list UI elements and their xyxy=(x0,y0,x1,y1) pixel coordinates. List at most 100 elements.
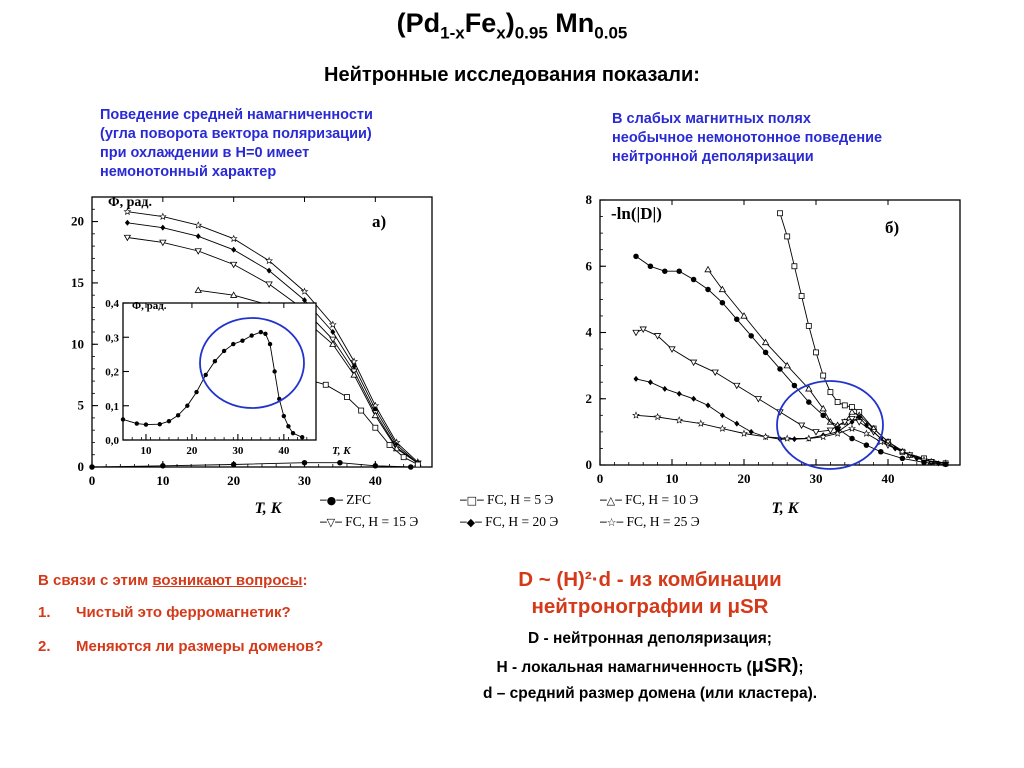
data-point xyxy=(806,399,812,405)
data-point xyxy=(281,413,287,419)
data-point xyxy=(862,429,871,437)
data-point xyxy=(833,429,842,437)
data-point xyxy=(705,402,711,409)
formula-line: D ~ (H)²·d - из комбинации xyxy=(518,568,782,591)
y-tick-label: 0,4 xyxy=(105,298,119,310)
data-point xyxy=(668,346,676,353)
data-point xyxy=(229,291,238,298)
data-point xyxy=(633,375,639,382)
data-point xyxy=(123,207,132,216)
inset-x-axis-label: T, K xyxy=(332,445,351,457)
y-tick-label: 5 xyxy=(78,398,85,413)
x-tick-label: 40 xyxy=(882,471,895,486)
note-left-line: немонотонный характер xyxy=(100,164,277,180)
data-point xyxy=(855,419,863,426)
data-point xyxy=(258,329,264,335)
data-point xyxy=(849,435,855,442)
data-point xyxy=(300,287,309,295)
series-star xyxy=(632,411,950,467)
x-tick-label: 10 xyxy=(140,445,152,457)
note-left: Поведение средней намагниченности (угла … xyxy=(100,106,440,182)
data-point xyxy=(653,333,662,340)
data-point xyxy=(734,420,740,427)
note-left-line: при охлаждении в H=0 имеет xyxy=(100,145,310,161)
panel-label: а) xyxy=(372,212,386,231)
data-point xyxy=(791,436,797,443)
data-point xyxy=(733,382,741,390)
y-tick-label: 8 xyxy=(586,192,593,207)
y-tick-label: 0,0 xyxy=(105,435,119,447)
data-point xyxy=(203,372,208,378)
triangle-up-marker-icon: ─△─ xyxy=(600,494,622,507)
data-point xyxy=(372,424,379,431)
data-point xyxy=(212,359,218,364)
data-point xyxy=(662,385,668,392)
data-point xyxy=(718,285,727,293)
data-point xyxy=(647,263,654,269)
data-point xyxy=(89,464,95,470)
data-point xyxy=(350,357,358,365)
data-point xyxy=(160,224,166,231)
chart-a: 0 10 20 30 40 0 5 10 15 20 Φ, рад. а) T, K 10 20 30 40 0,… xyxy=(71,195,433,517)
data-point xyxy=(704,265,712,273)
y-tick-label: 6 xyxy=(586,258,593,273)
data-point xyxy=(805,322,812,329)
definition-line: D - нейтронная деполяризация; xyxy=(528,630,772,647)
data-point xyxy=(272,369,277,374)
data-point xyxy=(194,389,199,395)
data-point xyxy=(231,246,237,253)
data-point xyxy=(761,338,770,346)
data-point xyxy=(762,349,769,356)
data-point xyxy=(863,442,870,448)
data-point xyxy=(662,268,668,274)
x-tick-label: 10 xyxy=(666,471,679,486)
data-point xyxy=(351,363,357,370)
data-point xyxy=(791,382,798,389)
data-point xyxy=(157,422,162,427)
highlight-circle xyxy=(199,317,305,409)
data-point xyxy=(286,424,291,429)
data-point xyxy=(229,261,238,269)
data-point xyxy=(386,442,393,448)
data-point xyxy=(265,256,273,265)
x-tick-label: 20 xyxy=(227,473,240,488)
data-point xyxy=(123,234,132,242)
data-point xyxy=(921,459,927,466)
data-point xyxy=(159,239,167,247)
series-dot xyxy=(89,459,414,470)
x-tick-label: 30 xyxy=(298,473,311,488)
data-point xyxy=(676,268,682,274)
data-point xyxy=(878,449,884,455)
legend-item-fc15: ─▽─ FC, H = 15 Э xyxy=(320,514,419,529)
definition-line: H - локальная намагниченность (μSR); xyxy=(496,655,804,677)
data-point xyxy=(819,432,828,441)
page-title: (Pd1-xFex)0.95 Mn0.05 xyxy=(396,8,628,43)
data-point xyxy=(711,369,719,377)
highlight-circle xyxy=(776,380,884,470)
data-point xyxy=(265,281,273,288)
y-axis-label: -ln(|D|) xyxy=(611,204,662,223)
data-point xyxy=(124,219,130,226)
data-point xyxy=(231,341,236,347)
y-tick-label: 0,1 xyxy=(105,401,119,413)
data-point xyxy=(371,411,380,419)
definitions: D - нейтронная деполяризация; H - локаль… xyxy=(430,630,870,703)
data-point xyxy=(812,429,820,436)
legend-item-fc25: ─☆─ FC, H = 25 Э xyxy=(600,514,700,529)
x-axis-label: T, K xyxy=(772,500,800,517)
data-point xyxy=(827,389,834,396)
y-tick-label: 0 xyxy=(586,457,593,472)
data-point xyxy=(400,454,407,461)
data-point xyxy=(337,459,343,466)
data-point xyxy=(848,424,856,432)
y-tick-label: 0,3 xyxy=(105,332,119,344)
series-dot xyxy=(633,253,949,468)
y-tick-label: 15 xyxy=(71,275,85,290)
data-point xyxy=(290,430,296,436)
data-point xyxy=(856,413,862,420)
data-point xyxy=(647,379,653,386)
data-point xyxy=(740,429,748,437)
data-point xyxy=(761,432,770,441)
data-point xyxy=(639,326,647,333)
y-tick-label: 10 xyxy=(71,336,84,351)
